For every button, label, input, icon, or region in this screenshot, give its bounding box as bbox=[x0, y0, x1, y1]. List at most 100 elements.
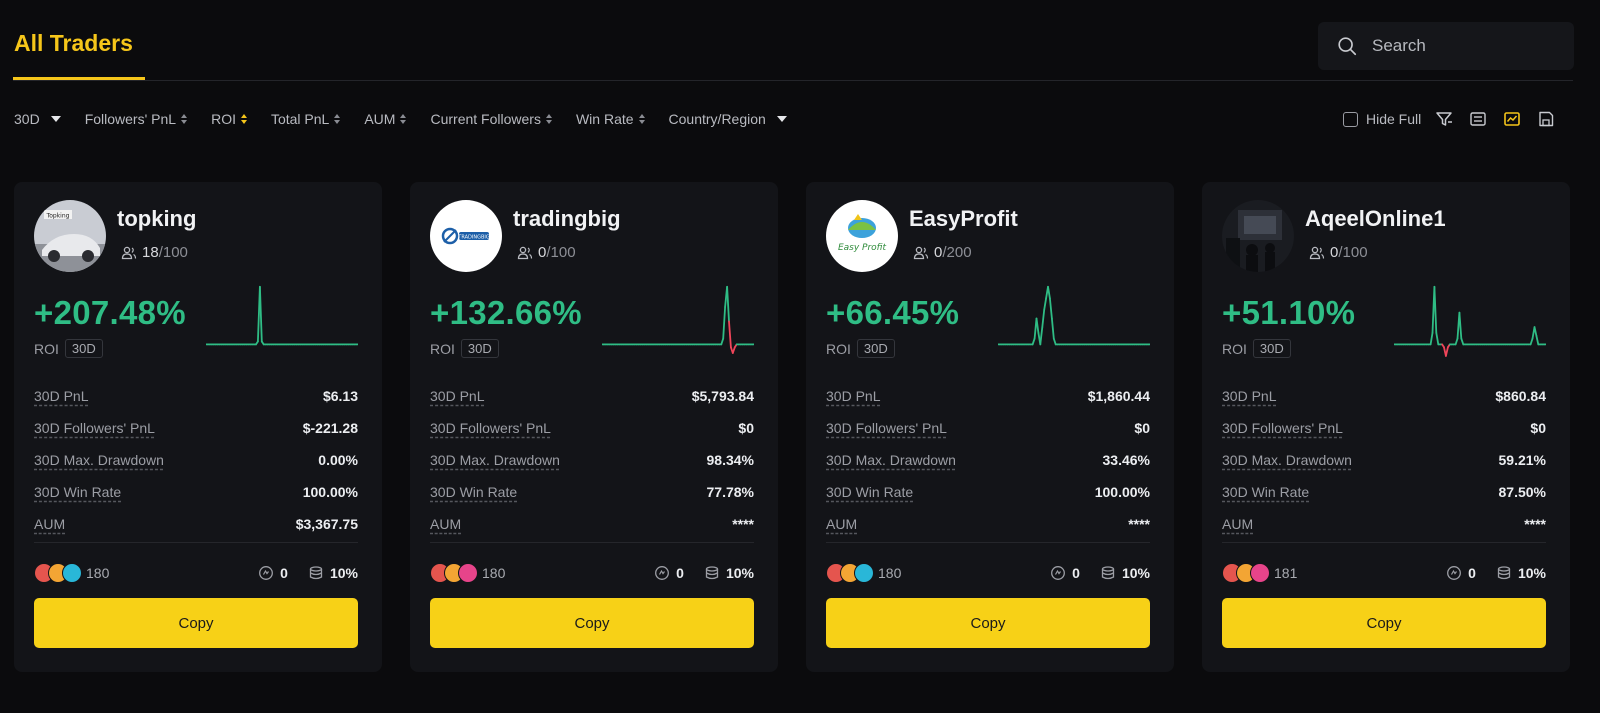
followers-max: /100 bbox=[1338, 244, 1368, 261]
stat-label: 30D Win Rate bbox=[1222, 484, 1310, 500]
card-divider bbox=[430, 542, 754, 543]
trader-name[interactable]: topking bbox=[117, 206, 197, 231]
stat-value: **** bbox=[732, 516, 754, 532]
stat-row: 30D Max. Drawdown 33.46% bbox=[826, 444, 1150, 476]
filter-followers-pnl[interactable]: Followers' PnL bbox=[84, 111, 188, 127]
stat-label: 30D Followers' PnL bbox=[1222, 420, 1343, 436]
stat-row: 30D Max. Drawdown 98.34% bbox=[430, 444, 754, 476]
copier-avatar bbox=[458, 563, 478, 583]
trader-card[interactable]: Topking topking 18/100 +207.48% ROI 30D 30D Pn… bbox=[14, 182, 382, 672]
filter-label: Followers' PnL bbox=[84, 111, 177, 127]
copiers[interactable]: 180 bbox=[430, 563, 505, 583]
trader-card[interactable]: Easy Profit EasyProfit 0/200 +66.45% ROI 30D 3… bbox=[806, 182, 1174, 672]
filter-current-followers[interactable]: Current Followers bbox=[430, 111, 552, 127]
avatar[interactable]: Topking bbox=[34, 200, 106, 272]
filter-bar: 30D Followers' PnL ROI Total PnL AUM Current … bbox=[14, 108, 811, 130]
database-icon bbox=[1101, 566, 1115, 580]
stat-row: 30D Win Rate 87.50% bbox=[1222, 476, 1546, 508]
avatar[interactable]: TRADINGBIG bbox=[430, 200, 502, 272]
filter-30d[interactable]: 30D bbox=[14, 111, 61, 127]
card-footer: 180 0 10% bbox=[826, 562, 1150, 584]
filter-aum[interactable]: AUM bbox=[364, 111, 407, 127]
roi-value: +207.48% bbox=[34, 294, 186, 331]
save-icon[interactable] bbox=[1535, 108, 1557, 130]
copy-button[interactable]: Copy bbox=[826, 598, 1150, 648]
stat-label: 30D PnL bbox=[1222, 388, 1277, 404]
copy-button[interactable]: Copy bbox=[1222, 598, 1546, 648]
users-icon bbox=[121, 246, 137, 259]
roi-label: ROI bbox=[34, 340, 59, 357]
stat-label: 30D PnL bbox=[430, 388, 485, 404]
tab-all-traders[interactable]: All Traders bbox=[14, 30, 133, 56]
profit-share-value: 10% bbox=[1517, 565, 1546, 581]
followers-current: 0 bbox=[934, 244, 943, 261]
roi-caption: ROI 30D bbox=[430, 339, 499, 358]
pnl-sparkline bbox=[1393, 282, 1547, 362]
stat-label: 30D Max. Drawdown bbox=[430, 452, 560, 468]
users-icon bbox=[517, 246, 533, 259]
copy-button[interactable]: Copy bbox=[430, 598, 754, 648]
search-box[interactable] bbox=[1318, 22, 1574, 70]
list-view-icon[interactable] bbox=[1467, 108, 1489, 130]
search-input[interactable] bbox=[1372, 36, 1552, 56]
filter-country-region[interactable]: Country/Region bbox=[669, 111, 787, 127]
period-badge: 30D bbox=[64, 339, 103, 358]
filter-roi[interactable]: ROI bbox=[211, 111, 247, 127]
database-icon bbox=[705, 566, 719, 580]
trader-name[interactable]: tradingbig bbox=[513, 206, 621, 231]
hide-full-checkbox[interactable] bbox=[1343, 111, 1358, 127]
filter-total-pnl[interactable]: Total PnL bbox=[271, 111, 341, 127]
sort-arrows-icon bbox=[638, 114, 645, 124]
stat-row: 30D Max. Drawdown 0.00% bbox=[34, 444, 358, 476]
avatar[interactable] bbox=[1222, 200, 1294, 272]
trader-name[interactable]: EasyProfit bbox=[909, 206, 1018, 231]
followers-current: 18 bbox=[142, 244, 159, 261]
stat-value: $0 bbox=[1530, 420, 1546, 436]
followers-current: 0 bbox=[1330, 244, 1339, 261]
stat-row: 30D Max. Drawdown 59.21% bbox=[1222, 444, 1546, 476]
copiers[interactable]: 180 bbox=[34, 563, 109, 583]
card-view-icon[interactable] bbox=[1501, 108, 1523, 130]
stat-value: $6.13 bbox=[322, 388, 358, 404]
sort-arrows-icon bbox=[400, 114, 407, 124]
profit-share-value: 10% bbox=[329, 565, 358, 581]
stat-row: AUM **** bbox=[826, 508, 1150, 540]
roi-label: ROI bbox=[430, 340, 455, 357]
trader-card[interactable]: TRADINGBIG tradingbig 0/100 +132.66% ROI 30D 3… bbox=[410, 182, 778, 672]
followers-count: 0/200 bbox=[913, 244, 972, 261]
filter-icon[interactable] bbox=[1433, 108, 1455, 130]
svg-text:Easy Profit: Easy Profit bbox=[838, 243, 887, 253]
followers-count: 0/100 bbox=[1309, 244, 1368, 261]
copy-button[interactable]: Copy bbox=[34, 598, 358, 648]
stat-value: 33.46% bbox=[1102, 452, 1150, 468]
copiers[interactable]: 180 bbox=[826, 563, 901, 583]
stat-value: 98.34% bbox=[706, 452, 754, 468]
pnl-sparkline bbox=[601, 282, 755, 362]
card-divider bbox=[1222, 542, 1546, 543]
stat-row: 30D Followers' PnL $0 bbox=[1222, 412, 1546, 444]
hide-full-label[interactable]: Hide Full bbox=[1366, 111, 1422, 127]
coin-icon bbox=[259, 566, 274, 580]
filter-win-rate[interactable]: Win Rate bbox=[576, 111, 645, 127]
trader-name[interactable]: AqeelOnline1 bbox=[1305, 206, 1446, 231]
followers-max: /100 bbox=[546, 244, 576, 261]
stat-label: 30D Max. Drawdown bbox=[826, 452, 956, 468]
sort-arrows-icon bbox=[545, 114, 552, 124]
copiers-count: 181 bbox=[1274, 565, 1298, 581]
search-icon bbox=[1338, 37, 1357, 56]
copiers[interactable]: 181 bbox=[1222, 563, 1297, 583]
meta-a-value: 0 bbox=[1468, 565, 1476, 581]
card-footer: 180 0 10% bbox=[34, 562, 358, 584]
svg-text:Topking: Topking bbox=[46, 213, 70, 220]
card-divider bbox=[826, 542, 1150, 543]
stat-row: 30D Followers' PnL $0 bbox=[826, 412, 1150, 444]
card-divider bbox=[34, 542, 358, 543]
avatar[interactable]: Easy Profit bbox=[826, 200, 898, 272]
card-footer: 181 0 10% bbox=[1222, 562, 1546, 584]
sort-arrows-icon bbox=[181, 114, 188, 124]
stat-label: AUM bbox=[1222, 516, 1254, 532]
stat-label: AUM bbox=[430, 516, 462, 532]
stat-value: $1,860.44 bbox=[1087, 388, 1150, 404]
trader-card[interactable]: AqeelOnline1 0/100 +51.10% ROI 30D 30D PnL $86… bbox=[1202, 182, 1570, 672]
stat-label: 30D Followers' PnL bbox=[826, 420, 947, 436]
